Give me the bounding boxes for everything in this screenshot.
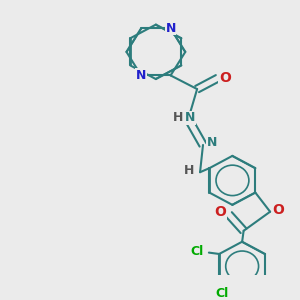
Text: N: N [136, 69, 146, 82]
Text: H: H [184, 164, 194, 177]
Text: O: O [215, 205, 226, 219]
Text: H: H [173, 111, 183, 124]
Text: N: N [184, 111, 195, 124]
Text: Cl: Cl [190, 245, 204, 258]
Text: O: O [219, 71, 231, 85]
Text: Cl: Cl [215, 287, 229, 300]
Text: N: N [207, 136, 217, 149]
Text: O: O [272, 203, 284, 218]
Text: N: N [165, 22, 176, 35]
